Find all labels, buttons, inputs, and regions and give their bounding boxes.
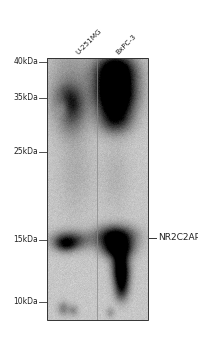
Text: 10kDa: 10kDa [13,298,38,307]
Text: 35kDa: 35kDa [13,93,38,103]
Text: U-251MG: U-251MG [75,28,103,56]
Text: 25kDa: 25kDa [13,147,38,156]
Text: 15kDa: 15kDa [13,236,38,245]
Text: BxPC-3: BxPC-3 [115,34,138,56]
Text: NR2C2AP: NR2C2AP [158,233,198,243]
Bar [47,58,148,320]
Text: 40kDa: 40kDa [13,57,38,66]
